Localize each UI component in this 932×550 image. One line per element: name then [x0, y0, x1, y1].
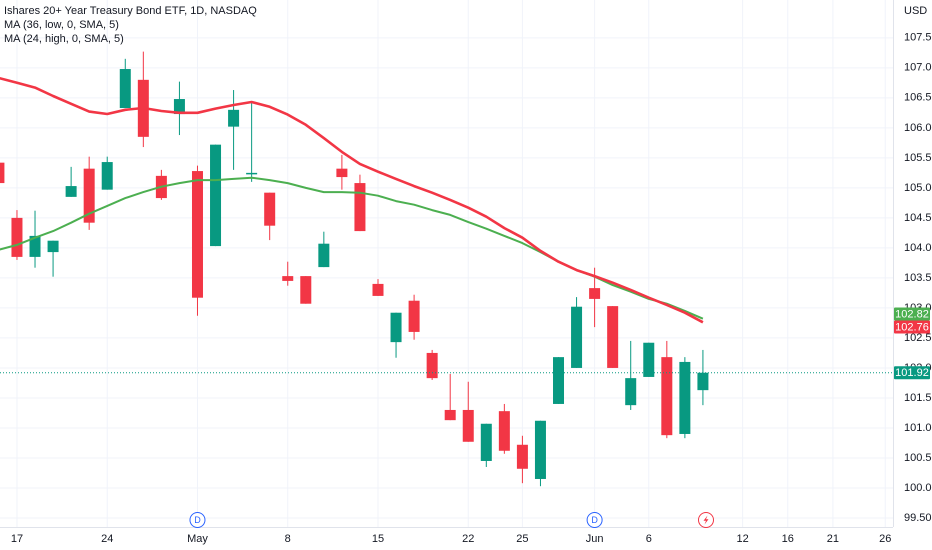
event-badge: [189, 512, 206, 528]
candle-body: [173, 99, 185, 115]
candle-body: [354, 183, 366, 232]
candle-body: [661, 357, 673, 436]
price-label-box: [894, 366, 930, 380]
candle-body: [246, 172, 258, 175]
candle-body: [625, 378, 637, 406]
candle-body: [191, 171, 203, 298]
y-tick-label: 105.50: [904, 152, 932, 164]
y-tick-label: 100.00: [904, 482, 932, 494]
candle-body: [426, 352, 438, 379]
y-unit: USD: [904, 5, 927, 17]
legend-entry: MA (24, high, 0, SMA, 5): [4, 33, 124, 45]
x-tick-label: 8: [285, 533, 291, 545]
candle-body: [101, 162, 113, 190]
candle-body: [11, 217, 23, 257]
candle-body: [119, 69, 131, 109]
x-tick-label: 17: [11, 533, 23, 545]
legend-entry: MA (36, low, 0, SMA, 5): [4, 19, 119, 31]
x-tick-label: 16: [782, 533, 794, 545]
candle-body: [83, 168, 95, 223]
event-label: D: [194, 515, 201, 525]
y-tick-label: 105.00: [904, 182, 932, 194]
event-badge: [586, 512, 603, 528]
axes: 99.50100.00100.50101.00101.50102.00102.5…: [11, 32, 932, 545]
candle-body: [679, 361, 691, 434]
candle-body: [444, 409, 456, 421]
candle-body: [264, 192, 276, 226]
candle-body: [29, 235, 41, 257]
price-label: 102.76: [895, 321, 929, 333]
price-label: 102.82: [895, 308, 929, 320]
candle-body: [607, 306, 619, 368]
candle-body: [210, 144, 222, 247]
y-tick-label: 101.50: [904, 392, 932, 404]
chart-title: Ishares 20+ Year Treasury Bond ETF, 1D, …: [4, 5, 257, 17]
y-tick-label: 100.50: [904, 452, 932, 464]
x-tick-label: 12: [737, 533, 749, 545]
x-tick-label: 21: [827, 533, 839, 545]
candle-body: [571, 306, 583, 368]
candle-body: [336, 168, 348, 178]
price-label-box: [894, 320, 930, 334]
y-tick-label: 107.50: [904, 32, 932, 44]
candle-body: [516, 444, 528, 469]
candle-body: [534, 420, 546, 479]
candle-body: [390, 312, 402, 343]
x-tick-label: 26: [879, 533, 891, 545]
candle-body: [0, 162, 5, 184]
y-tick-label: 106.00: [904, 122, 932, 134]
y-tick-label: 104.50: [904, 212, 932, 224]
event-label: D: [591, 515, 598, 525]
x-tick-label: 22: [462, 533, 474, 545]
candle-body: [553, 357, 565, 404]
x-tick-label: May: [187, 533, 208, 545]
candle-body: [643, 342, 655, 377]
y-tick-label: 99.50: [904, 512, 932, 524]
x-tick-label: Jun: [586, 533, 604, 545]
x-tick-label: 25: [516, 533, 528, 545]
y-tick-label: 101.00: [904, 422, 932, 434]
price-label-box: [894, 307, 930, 321]
y-tick-label: 106.50: [904, 92, 932, 104]
y-tick-label: 103.50: [904, 272, 932, 284]
candle-body: [65, 186, 77, 197]
candle-body: [300, 276, 312, 304]
event-flash[interactable]: [698, 512, 714, 528]
candle-body: [462, 409, 474, 442]
x-tick-label: 6: [646, 533, 652, 545]
price-label: 101.92: [895, 367, 929, 379]
candle-body: [228, 109, 240, 127]
candle-body: [282, 276, 294, 281]
candle-body: [372, 283, 384, 296]
candle-body: [408, 300, 420, 332]
candle-body: [47, 240, 59, 253]
candle-body: [318, 243, 330, 268]
candle-body: [498, 411, 510, 451]
ma-line: [0, 76, 704, 324]
y-tick-label: 104.00: [904, 242, 932, 254]
candle-body: [589, 288, 601, 299]
y-tick-label: 102.50: [904, 332, 932, 344]
x-tick-label: 24: [101, 533, 113, 545]
plot-area: [0, 51, 893, 487]
candle-body: [697, 372, 709, 391]
x-tick-label: 15: [372, 533, 384, 545]
candle-body: [480, 423, 492, 461]
grid: [0, 0, 893, 527]
y-tick-label: 107.00: [904, 62, 932, 74]
